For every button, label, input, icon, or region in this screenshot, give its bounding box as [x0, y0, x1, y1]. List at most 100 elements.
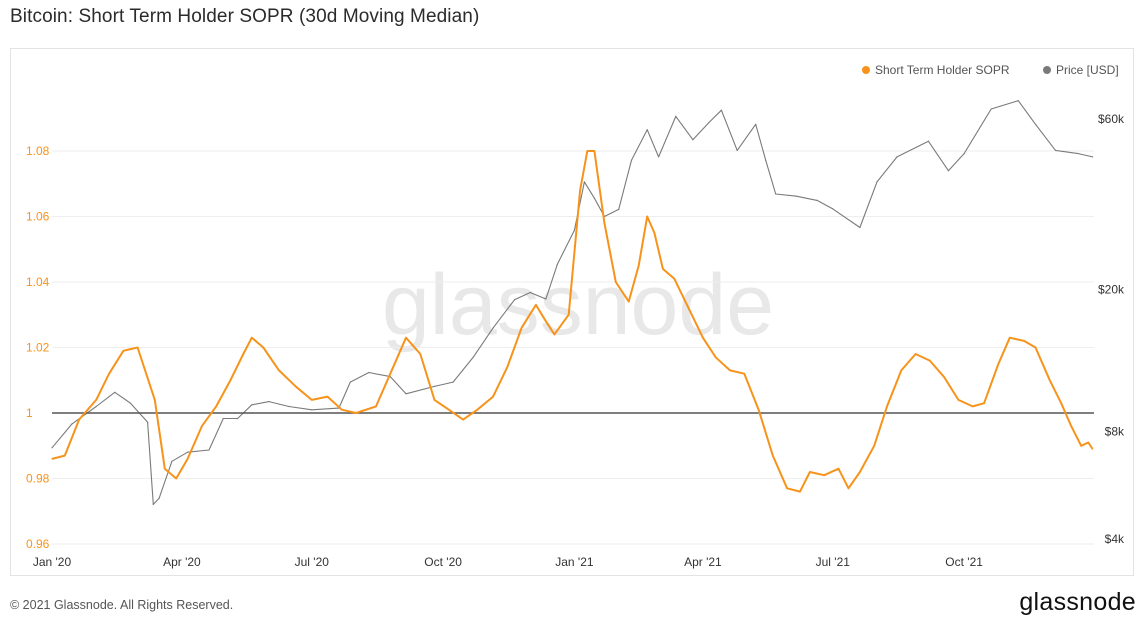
price-point-44	[765, 159, 767, 161]
sopr-point-36	[545, 320, 547, 322]
price-point-35	[630, 159, 633, 161]
price-point-23	[452, 381, 454, 383]
sopr-series	[51, 150, 1094, 493]
watermark: glassnode	[382, 257, 774, 353]
sopr-point-27	[419, 353, 421, 355]
price-point-51	[896, 156, 898, 158]
chart-title: Bitcoin: Short Term Holder SOPR (30d Mov…	[10, 6, 480, 27]
sopr-point-64	[873, 445, 875, 447]
sopr-point-68	[929, 360, 931, 362]
y-right-tick-3: $60k	[1098, 112, 1125, 126]
price-point-56	[1017, 100, 1019, 102]
sopr-point-77	[1049, 379, 1051, 381]
legend-marker-sopr	[862, 66, 870, 74]
price-point-21	[405, 393, 407, 395]
price-point-1	[71, 423, 73, 425]
sopr-point-31	[476, 409, 478, 411]
y-left-tick-0: 0.96	[26, 537, 50, 551]
legend-item-price[interactable]: Price [USD]	[1043, 63, 1119, 77]
price-point-48	[832, 208, 834, 210]
sopr-point-12	[201, 425, 203, 427]
sopr-point-42	[603, 222, 606, 224]
sopr-point-69	[943, 376, 945, 378]
price-point-45	[775, 193, 777, 195]
price-point-58	[1054, 149, 1057, 151]
x-tick-4: Jan '21	[555, 555, 594, 569]
sopr-point-28	[433, 399, 436, 401]
price-point-31	[583, 181, 586, 183]
grid	[52, 150, 1094, 545]
price-point-42	[736, 149, 738, 151]
price-point-14	[268, 401, 270, 403]
sopr-point-22	[341, 409, 343, 411]
sopr-point-62	[847, 487, 850, 489]
price-point-19	[368, 371, 370, 374]
sopr-point-6	[137, 346, 139, 349]
sopr-point-55	[758, 409, 760, 411]
sopr-point-61	[837, 468, 840, 470]
sopr-point-0	[51, 458, 53, 460]
price-point-16	[311, 409, 313, 411]
sopr-point-74	[1009, 337, 1011, 339]
legend: Short Term Holder SOPR Price [USD]	[862, 63, 1119, 77]
price-point-54	[963, 153, 965, 155]
brand-logo[interactable]: glassnode	[1019, 588, 1136, 616]
price-point-0	[51, 447, 53, 449]
sopr-point-24	[375, 405, 377, 407]
chart-panel	[10, 48, 1134, 576]
price-point-57	[1034, 123, 1037, 125]
price-point-13	[251, 404, 253, 406]
sopr-point-79	[1070, 425, 1072, 427]
sopr-point-57	[786, 487, 788, 489]
y-right-tick-2: $20k	[1098, 282, 1125, 296]
sopr-point-7	[145, 373, 147, 375]
sopr-point-48	[662, 268, 664, 270]
sopr-point-18	[278, 369, 280, 371]
price-point-46	[795, 195, 797, 197]
price-point-30	[573, 229, 576, 231]
price-point-5	[147, 421, 149, 423]
x-tick-1: Apr '20	[163, 555, 201, 569]
sopr-point-16	[251, 337, 253, 339]
y-left-tick-3: 1.02	[26, 341, 50, 355]
price-point-9	[187, 451, 189, 453]
price-point-3	[114, 391, 116, 393]
x-tick-6: Jul '21	[816, 555, 851, 569]
sopr-point-38	[568, 314, 570, 316]
sopr-point-71	[972, 405, 974, 407]
sopr-point-44	[628, 301, 630, 303]
price-point-39	[692, 139, 694, 141]
price-point-18	[349, 381, 351, 383]
price-point-6	[152, 503, 154, 505]
sopr-point-10	[175, 477, 177, 480]
sopr-point-13	[215, 405, 217, 407]
y-right-tick-0: $4k	[1105, 532, 1125, 546]
sopr-point-26	[405, 337, 407, 339]
sopr-point-20	[311, 399, 313, 401]
price-point-4	[129, 402, 132, 404]
price-point-43	[755, 123, 757, 125]
sopr-point-63	[859, 471, 861, 473]
price-point-32	[593, 197, 596, 199]
sopr-point-51	[702, 337, 704, 339]
x-tick-7: Oct '21	[945, 555, 983, 569]
sopr-point-46	[646, 215, 648, 218]
price-point-12	[237, 417, 239, 420]
sopr-point-39	[579, 189, 581, 191]
price-point-7	[158, 497, 160, 499]
y-left-tick-5: 1.06	[26, 210, 50, 224]
y-left-tick-1: 0.98	[26, 472, 50, 486]
price-point-26	[513, 299, 516, 301]
price-point-60	[1092, 156, 1094, 158]
copyright: © 2021 Glassnode. All Rights Reserved.	[10, 598, 234, 612]
sopr-point-78	[1060, 402, 1062, 404]
sopr-point-35	[535, 304, 537, 306]
price-point-47	[816, 199, 818, 201]
sopr-point-70	[957, 399, 960, 401]
sopr-point-32	[492, 396, 494, 398]
price-point-34	[618, 208, 620, 210]
sopr-point-8	[154, 399, 156, 401]
price-point-49	[859, 226, 861, 229]
legend-item-sopr[interactable]: Short Term Holder SOPR	[862, 63, 1010, 77]
